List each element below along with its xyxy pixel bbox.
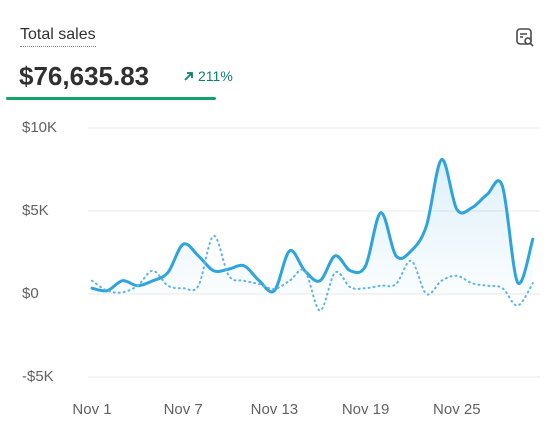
total-value: $76,635.83 xyxy=(19,61,150,91)
change-percent: 211% xyxy=(198,68,233,84)
sales-line xyxy=(90,158,535,294)
y-tick-label: $0 xyxy=(22,285,39,302)
y-tick-label: -$5K xyxy=(22,368,54,385)
x-tick-label: Nov 13 xyxy=(251,401,299,418)
y-tick-label: $5K xyxy=(22,202,49,219)
y-tick-label: $10K xyxy=(22,119,57,136)
x-tick-label: Nov 25 xyxy=(433,401,481,418)
card-title[interactable]: Total sales xyxy=(20,26,96,47)
x-tick-label: Nov 1 xyxy=(72,401,111,418)
x-tick-label: Nov 7 xyxy=(164,401,203,418)
analytics-icon[interactable] xyxy=(514,26,536,48)
comparison-line xyxy=(91,234,534,312)
area-fill xyxy=(92,159,533,294)
x-tick-label: Nov 19 xyxy=(342,401,390,418)
tab-underline xyxy=(6,97,216,100)
up-arrow-icon xyxy=(184,72,193,81)
